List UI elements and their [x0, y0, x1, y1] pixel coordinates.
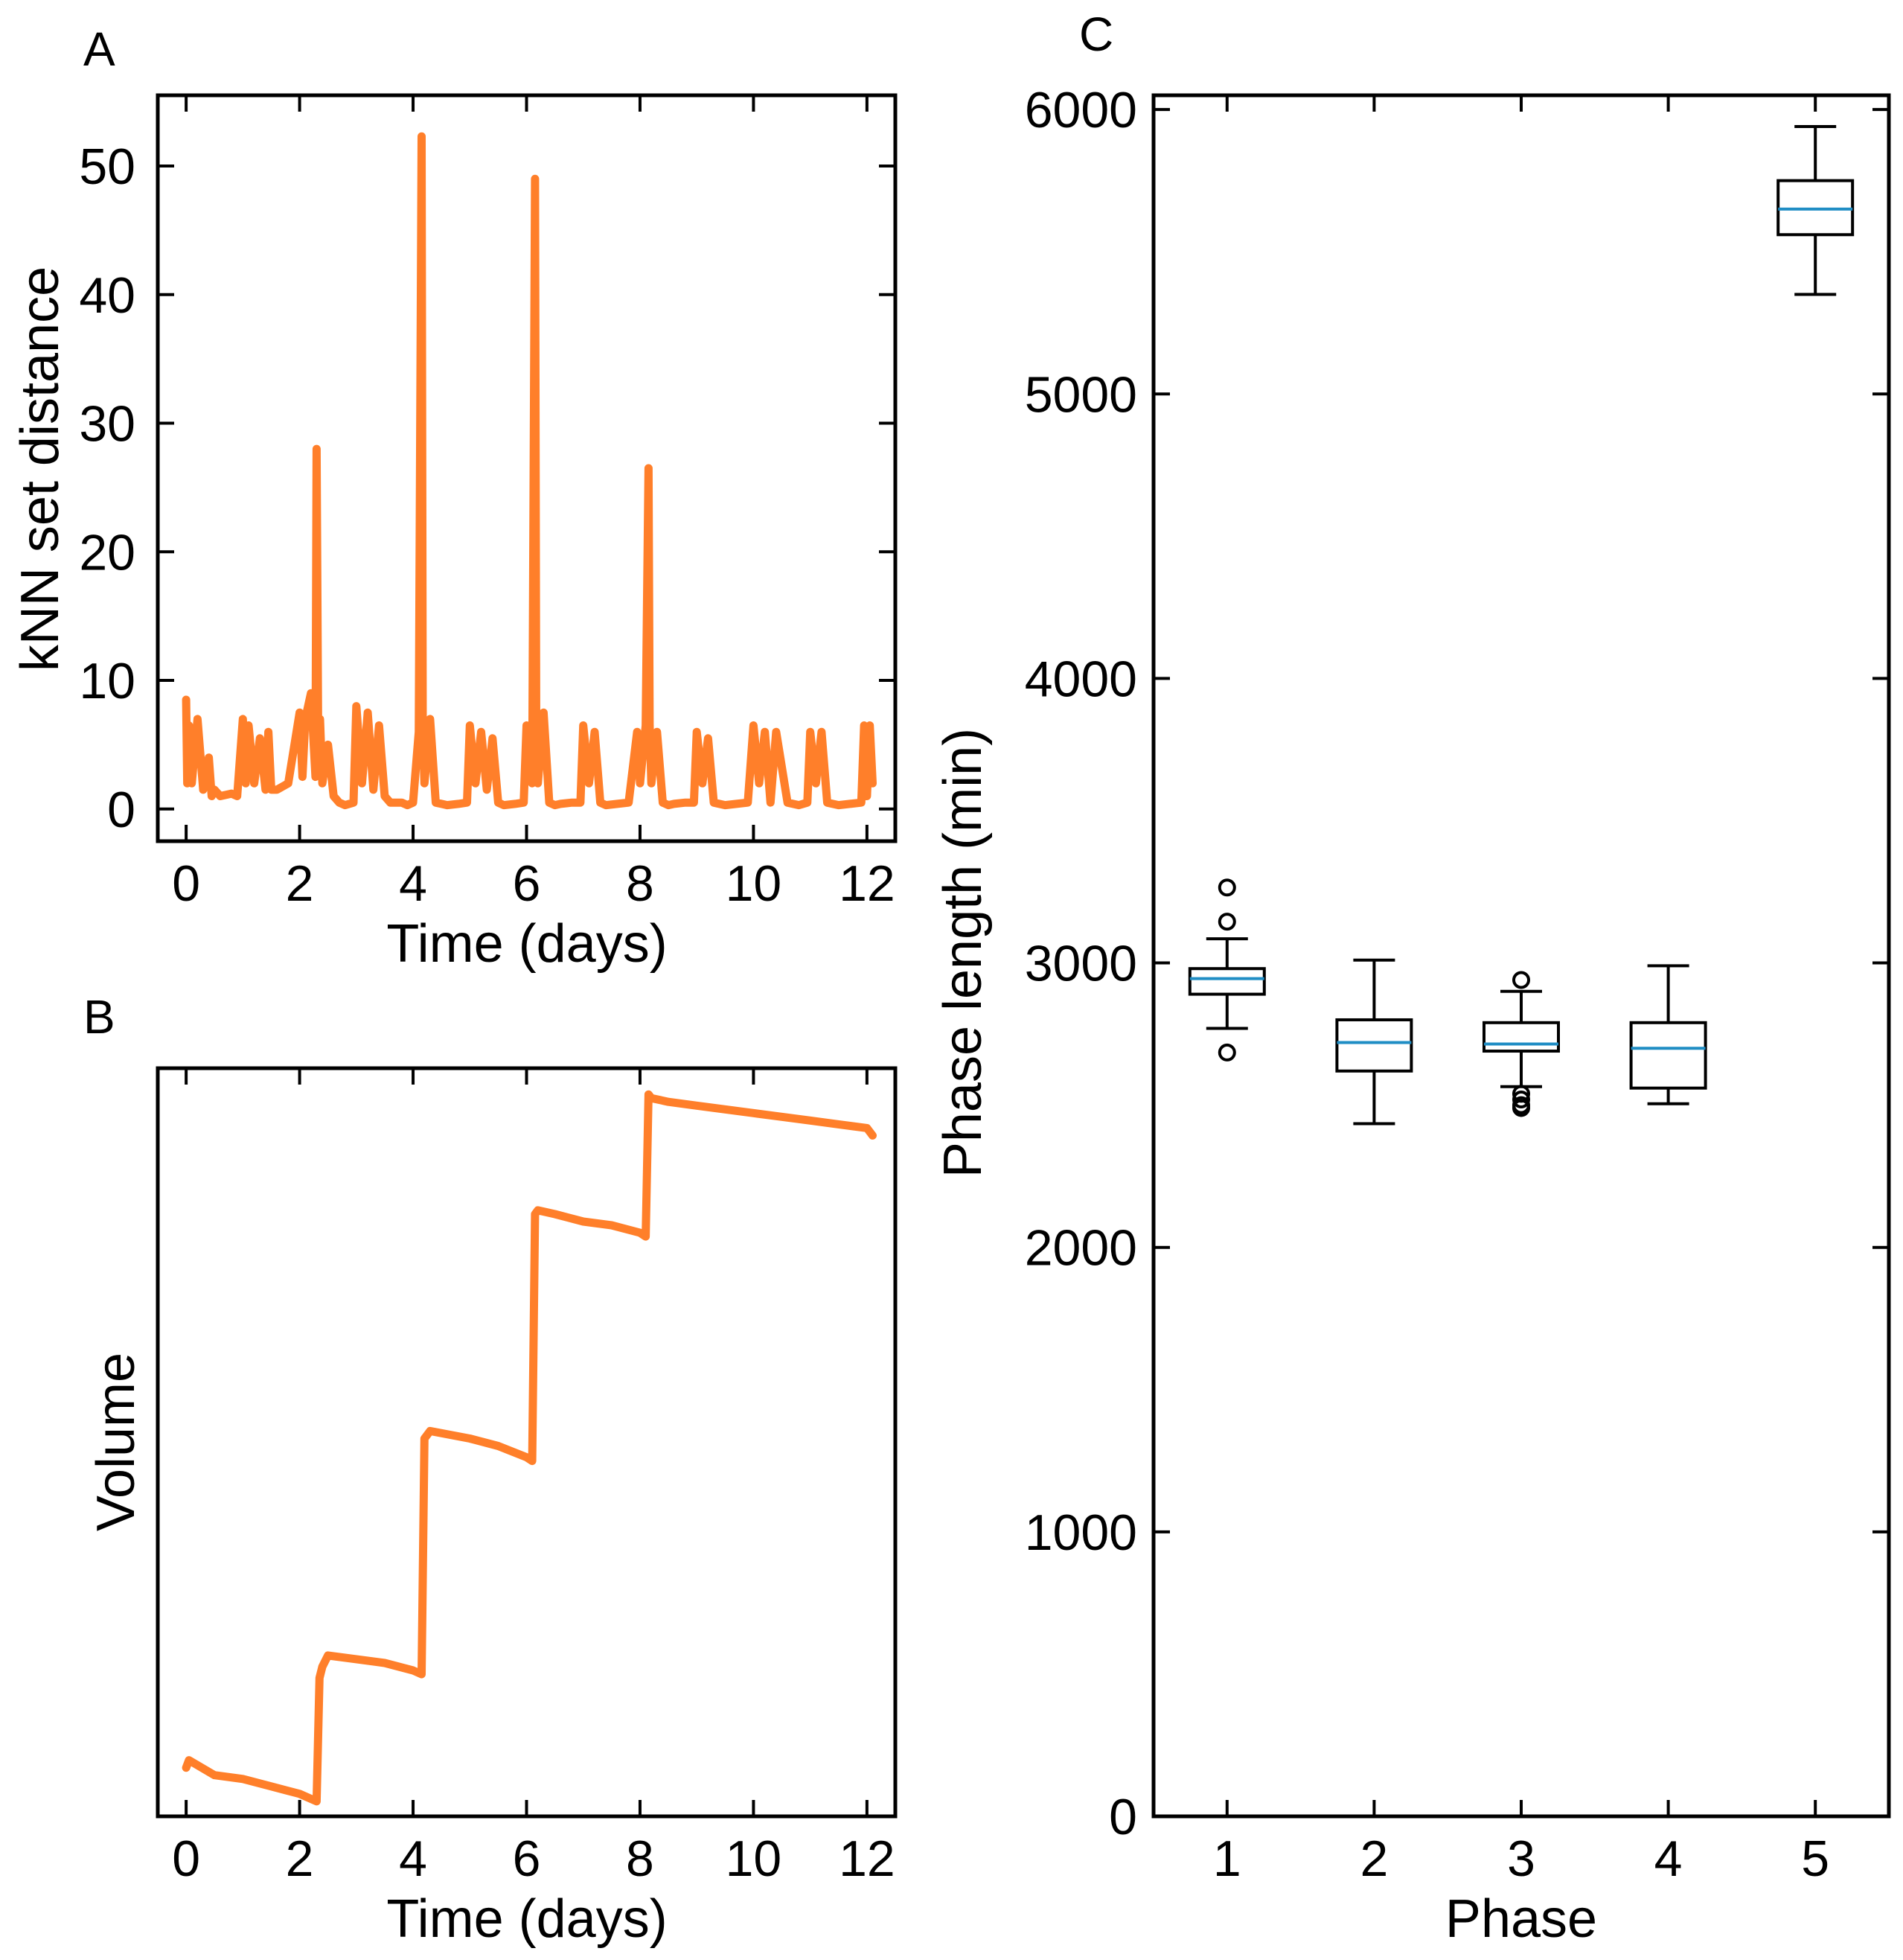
- panel-c-ticks: 1 2 3 4 5 0 1000 2000 3000 4000 5000 6000: [1025, 82, 1889, 1887]
- panel-a-y-tick-label: 20: [79, 524, 135, 581]
- box-iqr: [1629, 1021, 1707, 1090]
- panel-a: A 0 2 4 6 8 10 12 0 10 20 30 40 50 Time (days) kNN s…: [10, 22, 898, 974]
- panel-c-y-tick-label: 3000: [1025, 936, 1137, 992]
- panel-b-series-line: [182, 1090, 877, 1806]
- box-outlier: [1218, 1043, 1236, 1062]
- box-outlier: [1512, 1099, 1530, 1117]
- panel-a-x-tick-label: 6: [513, 855, 541, 912]
- panel-b-x-tick-label: 6: [513, 1830, 541, 1887]
- panel-a-y-tick-label: 50: [79, 138, 135, 195]
- panel-a-x-tick-label: 4: [399, 855, 427, 912]
- box-outlier: [1218, 878, 1236, 897]
- panel-c-y-tick-label: 4000: [1025, 651, 1137, 707]
- panel-a-y-label: kNN set distance: [10, 266, 70, 671]
- panel-a-series: [182, 132, 877, 810]
- panel-c-x-tick-label: 1: [1213, 1830, 1241, 1887]
- box-phase-1: [1188, 878, 1266, 1062]
- panel-b-x-tick-label: 10: [726, 1830, 782, 1887]
- panel-b-ticks: 0 2 4 6 8 10 12: [172, 1068, 895, 1887]
- box-iqr: [1335, 1018, 1413, 1073]
- panel-a-x-label: Time (days): [386, 914, 667, 974]
- panel-c-frame: [1151, 93, 1891, 1819]
- panel-a-y-tick-label: 40: [79, 267, 135, 324]
- panel-c-x-tick-label: 4: [1654, 1830, 1683, 1887]
- panel-letter-a: A: [83, 22, 115, 76]
- panel-c-y-label: Phase length (min): [933, 728, 993, 1178]
- panel-a-y-tick-label: 0: [107, 782, 135, 838]
- box-iqr: [1483, 1021, 1560, 1053]
- panel-a-x-tick-label: 8: [626, 855, 654, 912]
- panel-c-boxes: [1188, 125, 1855, 1126]
- panel-b-x-tick-label: 12: [839, 1830, 895, 1887]
- panel-a-x-tick-label: 2: [286, 855, 314, 912]
- box-outlier: [1218, 913, 1236, 931]
- panel-c-y-tick-label: 5000: [1025, 366, 1137, 423]
- panel-b-frame: [156, 1066, 898, 1819]
- panel-b-y-label: Volume: [86, 1353, 146, 1531]
- panel-a-ticks: 0 2 4 6 8 10 12 0 10 20 30 40 50: [79, 95, 895, 912]
- panel-a-x-tick-label: 0: [172, 855, 200, 912]
- box-outlier: [1512, 1090, 1530, 1108]
- panel-a-frame: [156, 93, 898, 843]
- panel-b-series: [182, 1090, 877, 1806]
- panel-a-x-tick-label: 12: [839, 855, 895, 912]
- panel-a-y-tick-label: 30: [79, 396, 135, 453]
- panel-c-x-tick-label: 2: [1360, 1830, 1388, 1887]
- panel-c-y-tick-label: 6000: [1025, 82, 1137, 138]
- panel-b-x-tick-label: 8: [626, 1830, 654, 1887]
- panel-b-x-tick-label: 4: [399, 1830, 427, 1887]
- box-iqr: [1188, 967, 1266, 996]
- box-phase-3: [1483, 971, 1560, 1117]
- panel-b-x-tick-label: 2: [286, 1830, 314, 1887]
- panel-c-x-tick-label: 3: [1507, 1830, 1535, 1887]
- panel-b: B 0 2 4 6 8 10 12 Time (days) Volume: [83, 990, 898, 1949]
- panel-a-series-line: [182, 132, 877, 810]
- panel-c-y-tick-label: 2000: [1025, 1220, 1137, 1277]
- panel-letter-c: C: [1079, 7, 1113, 61]
- panel-c-y-tick-label: 1000: [1025, 1504, 1137, 1561]
- panel-c-x-tick-label: 5: [1801, 1830, 1829, 1887]
- panel-c: C 1 2 3 4 5 0 1000 2000 3000 4000 5000 6000 Phase P…: [933, 7, 1891, 1949]
- panel-letter-b: B: [83, 990, 115, 1044]
- panel-a-y-tick-label: 10: [79, 653, 135, 709]
- box-outlier: [1512, 971, 1530, 989]
- panel-c-x-label: Phase: [1445, 1889, 1597, 1949]
- box-phase-4: [1629, 964, 1707, 1105]
- panel-a-x-tick-label: 10: [726, 855, 782, 912]
- panel-c-y-tick-label: 0: [1109, 1789, 1137, 1845]
- box-phase-2: [1335, 958, 1413, 1126]
- panel-b-x-tick-label: 0: [172, 1830, 200, 1887]
- panel-b-x-label: Time (days): [386, 1889, 667, 1949]
- box-phase-5: [1776, 125, 1855, 296]
